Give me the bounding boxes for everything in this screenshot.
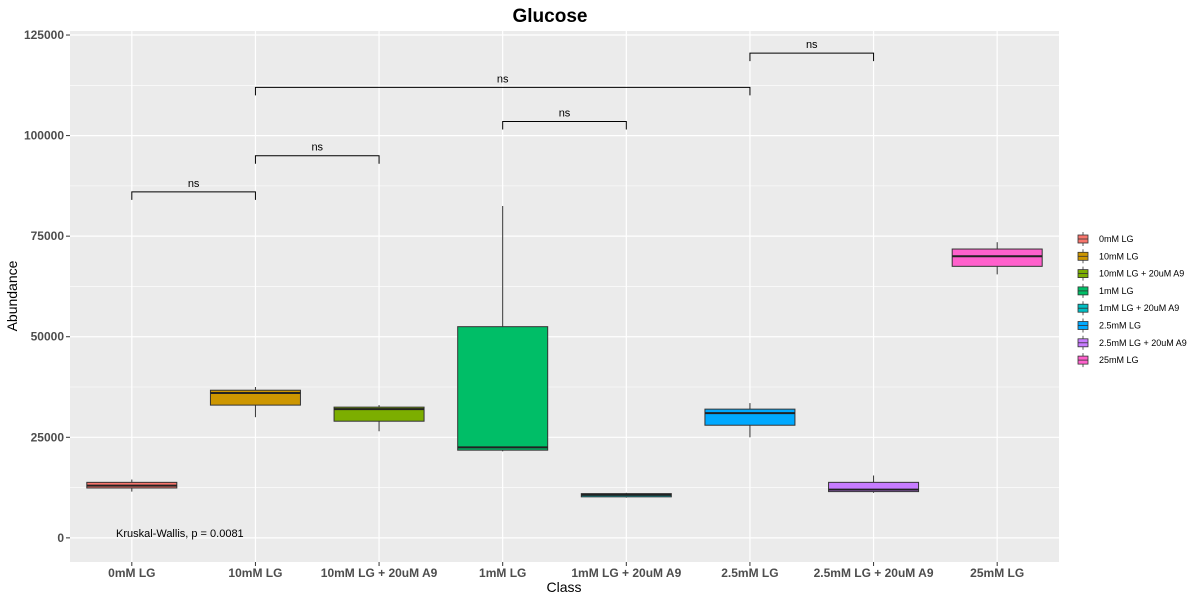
bracket-label: ns xyxy=(311,142,323,154)
legend-label: 0mM LG xyxy=(1099,234,1134,244)
y-tick-label: 0 xyxy=(57,531,64,545)
legend-item: 1mM LG + 20uM A9 xyxy=(1077,301,1179,316)
legend-label: 25mM LG xyxy=(1099,355,1139,365)
box-4 xyxy=(457,205,549,452)
y-tick-label: 100000 xyxy=(24,129,64,143)
bracket-label: ns xyxy=(188,178,200,190)
y-tick-label: 50000 xyxy=(31,330,65,344)
bracket-label: ns xyxy=(497,73,509,85)
legend: 0mM LG 10mM LG 10mM LG + 20uM A9 1mM LG 1mM … xyxy=(1077,232,1187,368)
comparison-bracket: ns xyxy=(749,39,875,62)
x-tick-label: 10mM LG + 20uM A9 xyxy=(321,566,438,580)
x-tick-label: 1mM LG + 20uM A9 xyxy=(571,566,681,580)
comparison-bracket: ns xyxy=(254,142,380,164)
significance-brackets: ns ns ns ns ns xyxy=(131,39,875,200)
box-body xyxy=(333,406,425,422)
x-tick-label: 10mM LG xyxy=(228,566,282,580)
x-tick-label: 25mM LG xyxy=(970,566,1024,580)
legend-label: 10mM LG xyxy=(1099,251,1139,261)
y-axis-ticks: 0 25000 50000 75000 100000 125000 xyxy=(24,28,70,545)
bracket-label: ns xyxy=(559,108,571,120)
bracket-line xyxy=(254,155,380,164)
legend-item: 2.5mM LG xyxy=(1077,318,1141,333)
legend-item: 0mM LG xyxy=(1077,232,1134,246)
legend-label: 10mM LG + 20uM A9 xyxy=(1099,269,1184,279)
bracket-line xyxy=(749,52,875,62)
legend-item: 2.5mM LG + 20uM A9 xyxy=(1077,335,1187,350)
plot-panel xyxy=(70,31,1059,562)
box-plots xyxy=(86,205,1043,498)
box-body xyxy=(704,408,796,426)
legend-label: 1mM LG + 20uM A9 xyxy=(1099,303,1179,313)
bracket-line xyxy=(254,86,751,96)
legend-item: 10mM LG + 20uM A9 xyxy=(1077,266,1184,281)
box-body xyxy=(828,481,920,493)
x-tick-label: 2.5mM LG + 20uM A9 xyxy=(814,566,934,580)
chart-title: Glucose xyxy=(513,6,588,27)
bracket-line xyxy=(502,121,627,130)
x-tick-label: 2.5mM LG xyxy=(721,566,778,580)
bracket-line xyxy=(131,191,256,200)
x-axis-title: Class xyxy=(546,579,581,595)
x-tick-label: 0mM LG xyxy=(108,566,155,580)
box-1 xyxy=(86,479,178,492)
y-tick-label: 25000 xyxy=(31,430,65,444)
legend-item: 1mM LG xyxy=(1077,283,1134,298)
box-5 xyxy=(580,492,672,498)
comparison-bracket: ns xyxy=(502,108,627,130)
y-tick-label: 125000 xyxy=(24,28,64,42)
x-tick-label: 1mM LG xyxy=(479,566,526,580)
kruskal-wallis-annotation: Kruskal-Wallis, p = 0.0081 xyxy=(116,528,244,540)
box-2 xyxy=(209,387,301,418)
comparison-bracket: ns xyxy=(254,73,751,96)
y-axis-title: Abundance xyxy=(4,260,20,331)
legend-label: 1mM LG xyxy=(1099,286,1134,296)
comparison-bracket: ns xyxy=(131,178,256,200)
legend-label: 2.5mM LG + 20uM A9 xyxy=(1099,338,1187,348)
legend-label: 2.5mM LG xyxy=(1099,321,1141,331)
y-tick-label: 75000 xyxy=(31,229,65,243)
box-body xyxy=(457,326,549,451)
legend-item: 25mM LG xyxy=(1077,353,1139,368)
bracket-label: ns xyxy=(806,39,818,51)
box-6 xyxy=(704,403,796,438)
box-7 xyxy=(828,475,920,493)
box-8 xyxy=(951,242,1043,275)
x-axis-ticks: 0mM LG 10mM LG 10mM LG + 20uM A9 1mM LG 1mM … xyxy=(108,562,1024,580)
box-3 xyxy=(333,405,425,432)
box-body xyxy=(951,248,1043,267)
legend-item: 10mM LG xyxy=(1077,249,1139,264)
